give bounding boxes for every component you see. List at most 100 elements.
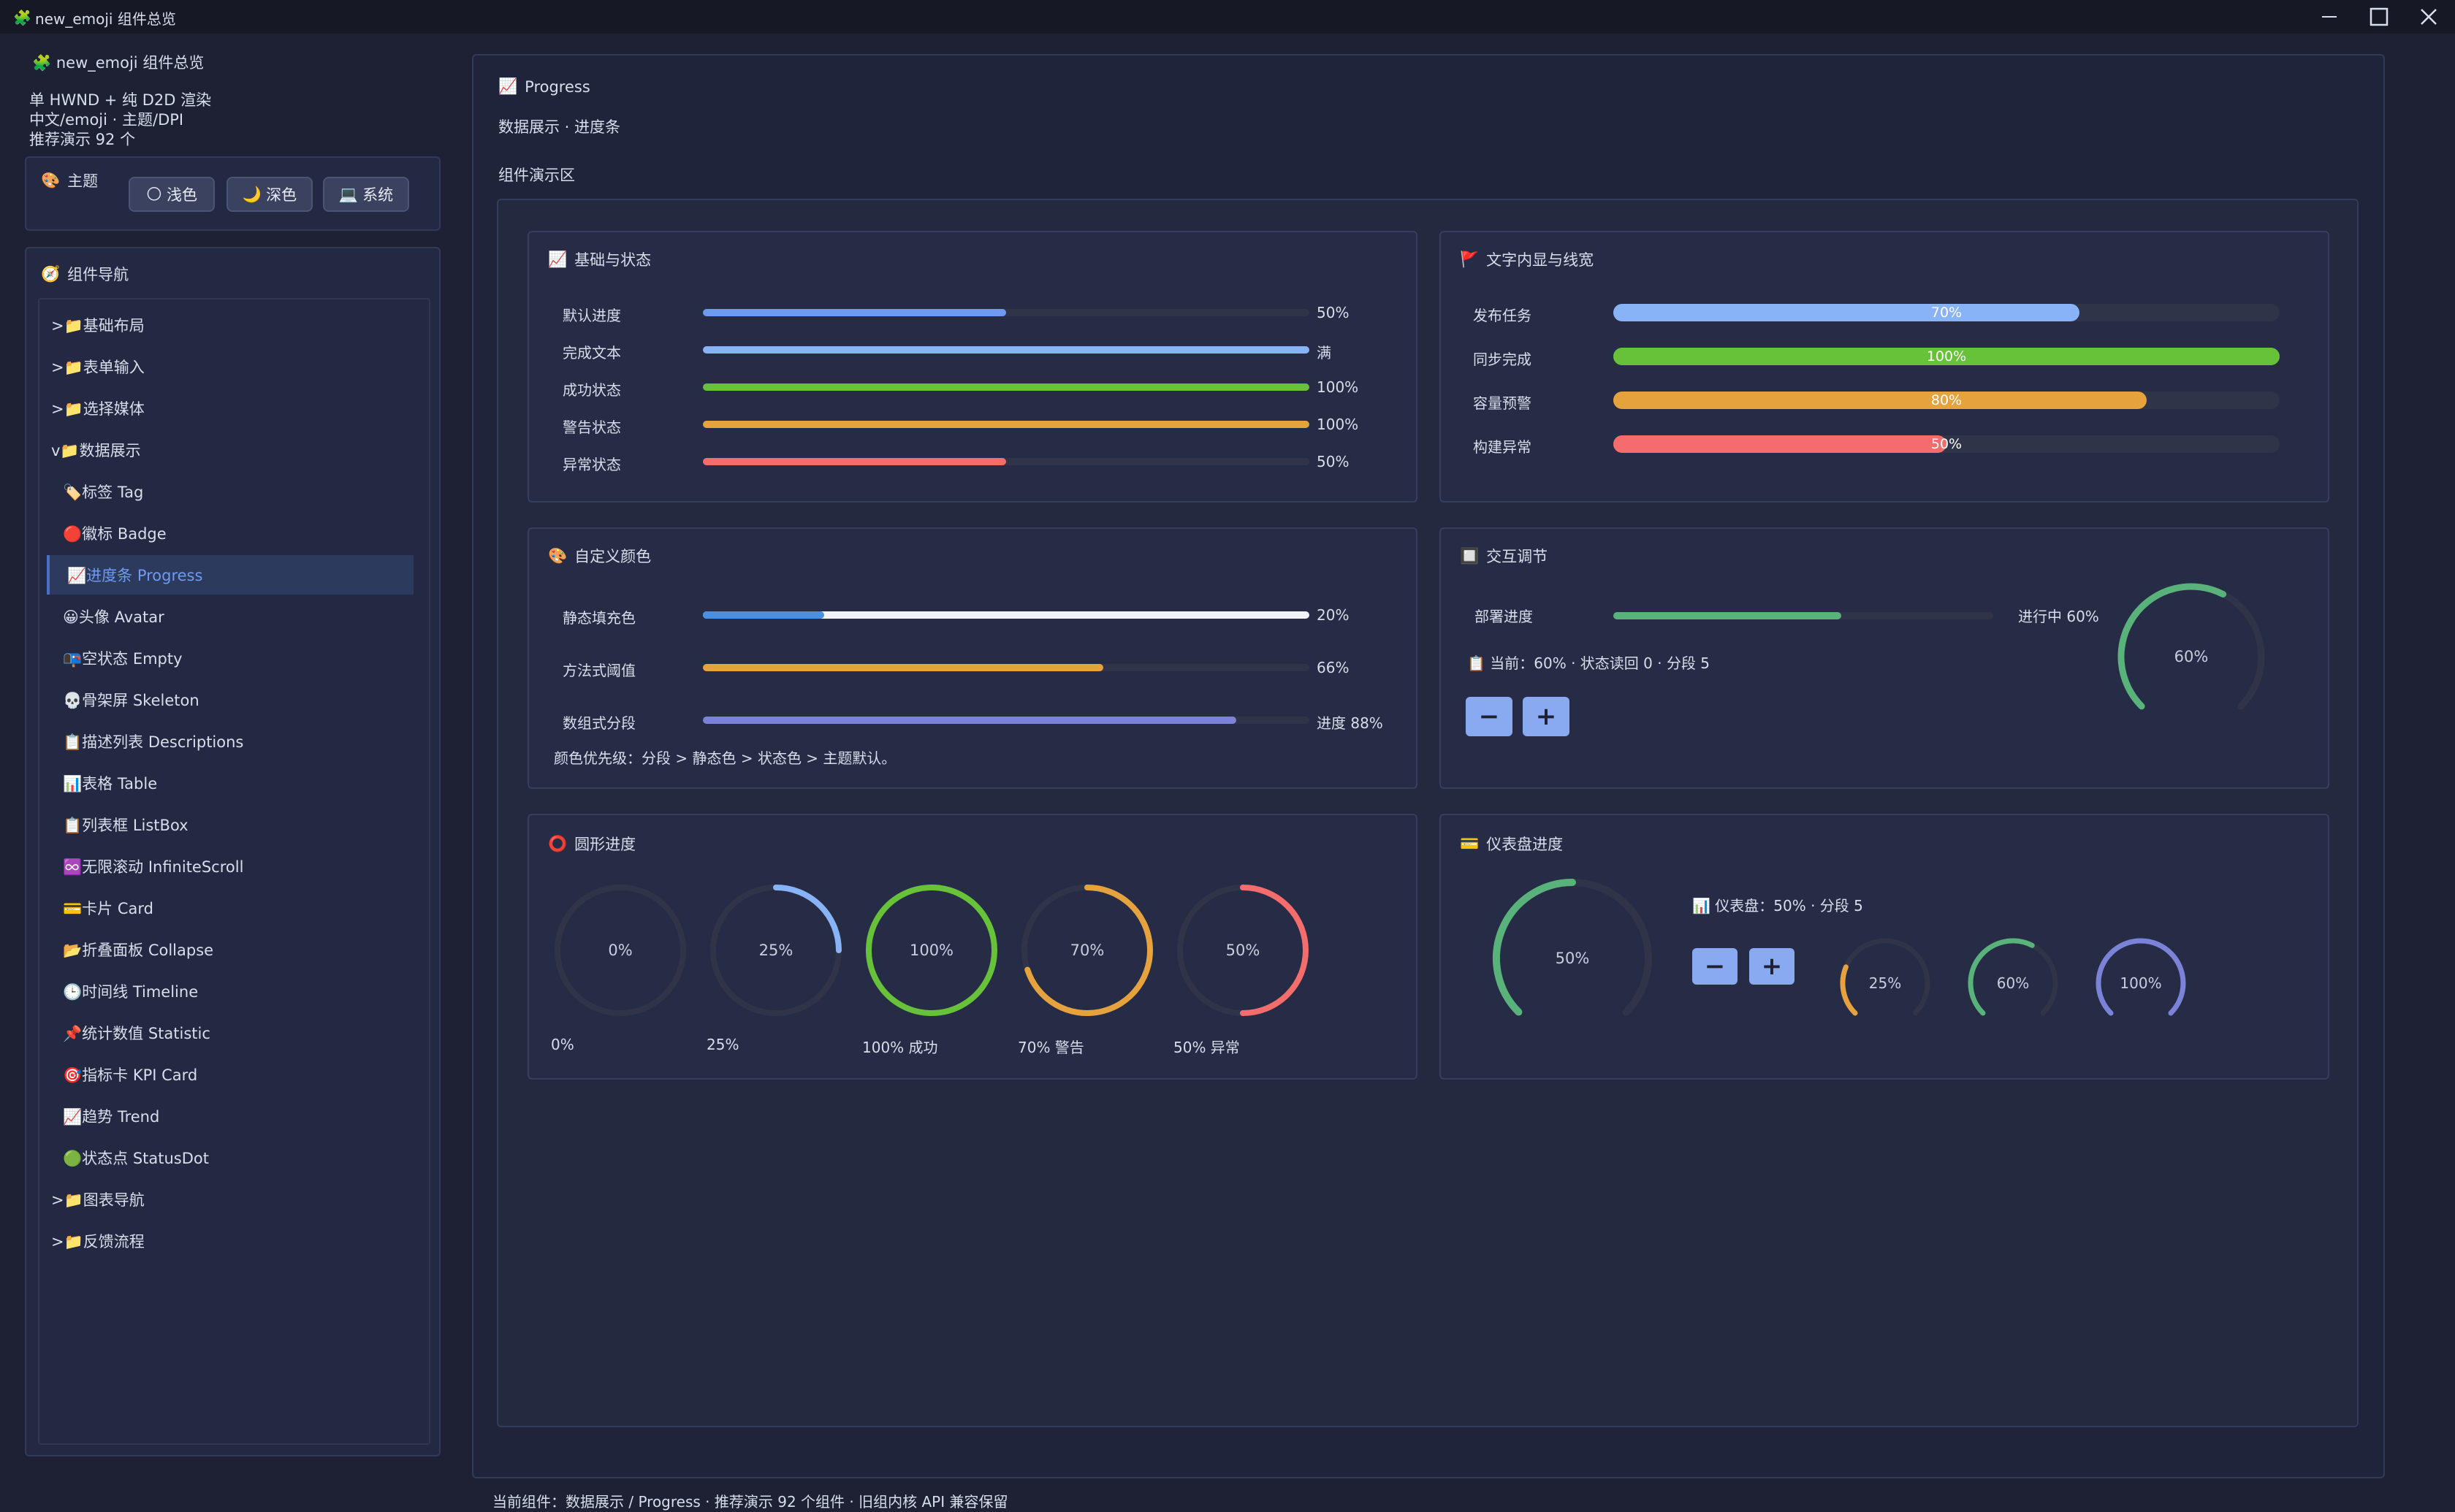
nav-item[interactable]: ♾️无限滚动 InfiniteScroll — [63, 858, 244, 876]
ring-fill — [1840, 964, 1858, 1016]
nav-item[interactable]: 💳卡片 Card — [63, 900, 153, 917]
progress-label: 发布任务 — [1473, 307, 1531, 324]
progress-value: 进度 88% — [1317, 714, 1383, 732]
theme-system-button[interactable]: 💻 系统 — [323, 177, 409, 212]
progress-fill — [1613, 435, 1946, 453]
ring-fill — [866, 885, 997, 1016]
ring-text: 50% — [1556, 950, 1590, 967]
circle-progress: 0% — [555, 885, 686, 1016]
ring-text: 100% — [910, 942, 954, 959]
nav-item[interactable]: 📌统计数值 Statistic — [63, 1025, 210, 1042]
progress-value: 100% — [1317, 416, 1359, 433]
info-line: 推荐演示 92 个 — [29, 131, 136, 148]
increase-button[interactable]: + — [1523, 697, 1569, 736]
progress-inner-text: 100% — [1926, 348, 1967, 364]
nav-item[interactable]: 📊表格 Table — [63, 775, 158, 793]
circle-icon: ⭕ — [548, 834, 568, 852]
card-inner-text: 🚩 文字内显与线宽 发布任务 70% 同步完成 100% 容量预警 80% 构建异常 50% — [1439, 231, 2329, 503]
progress-label: 方法式阈值 — [563, 662, 636, 679]
deploy-label: 部署进度 — [1474, 608, 1533, 625]
theme-label: 🎨 主题 — [41, 171, 99, 191]
dashboard-increase-button[interactable]: + — [1749, 948, 1794, 985]
nav-item[interactable]: v📁数据展示 — [51, 442, 141, 459]
progress-fill — [703, 611, 824, 619]
progress-track — [703, 383, 1309, 391]
window-title: new_emoji 组件总览 — [35, 10, 176, 28]
theme-light-button[interactable]: 🌕 浅色 — [129, 177, 215, 212]
progress-track — [703, 611, 1309, 619]
card-basic: 📈 基础与状态 默认进度 50% 完成文本 满成功状态 100% 警告状态 100% 异常状态 5… — [528, 231, 1417, 503]
nav-item[interactable]: >📁图表导航 — [51, 1191, 145, 1209]
nav-item[interactable]: 🏷️标签 Tag — [63, 484, 144, 501]
ring-fill — [1240, 885, 1309, 1016]
nav-item[interactable]: 📈趋势 Trend — [63, 1108, 160, 1126]
theme-dark-button[interactable]: 🌙 深色 — [227, 177, 313, 212]
chart-up-icon: 📈 — [548, 250, 568, 268]
card-circle: ⭕ 圆形进度 0% 0% 25% 25% 100% 100% 成功 70% 70% 警告 50% 5… — [528, 814, 1417, 1080]
progress-fill — [1613, 304, 2080, 321]
ring-text: 25% — [759, 942, 793, 959]
dashboard-decrease-button[interactable]: − — [1692, 948, 1737, 985]
ring-fill — [1024, 885, 1153, 1016]
sidebar-app-title: 🧩 new_emoji 组件总览 — [32, 54, 205, 72]
progress-fill — [1613, 348, 2280, 365]
dashboard-main-ring: 50% — [1493, 879, 1652, 1016]
nav-item[interactable]: >📁反馈流程 — [51, 1233, 145, 1251]
nav-item[interactable]: 📭空状态 Empty — [63, 650, 183, 668]
nav-item[interactable]: >📁基础布局 — [51, 317, 145, 335]
dashboard-info: 📊 仪表盘：50% · 分段 5 — [1692, 897, 1863, 915]
theme-panel: 🎨 主题 🌕 浅色 🌙 深色 💻 系统 — [25, 156, 441, 231]
nav-item[interactable]: >📁选择媒体 — [51, 400, 145, 418]
progress-fill — [703, 664, 1103, 671]
ring-fill — [2096, 938, 2186, 1016]
page-subtitle: 数据展示 · 进度条 — [498, 118, 621, 136]
close-button[interactable] — [2404, 0, 2454, 34]
status-bar: 当前组件：数据展示 / Progress · 推荐演示 92 个组件 · 旧组内… — [492, 1493, 1008, 1511]
nav-item[interactable]: 😀头像 Avatar — [63, 608, 164, 626]
progress-fill — [703, 717, 1237, 724]
circle-caption: 25% — [707, 1036, 739, 1053]
progress-value: 满 — [1317, 344, 1331, 362]
minimize-button[interactable] — [2304, 0, 2354, 34]
nav-item[interactable]: 🔴徽标 Badge — [63, 525, 167, 543]
laptop-icon: 💻 — [338, 185, 359, 203]
ring-text: 70% — [1070, 942, 1105, 959]
nav-item[interactable]: 📋列表框 ListBox — [63, 817, 189, 834]
grid-icon: 🔲 — [1460, 546, 1480, 565]
page-title: 📈 Progress — [498, 77, 590, 96]
progress-label: 完成文本 — [563, 344, 621, 362]
demo-area-label: 组件演示区 — [498, 167, 575, 184]
progress-label: 容量预警 — [1473, 394, 1531, 412]
nav-item[interactable]: 📋描述列表 Descriptions — [63, 733, 244, 751]
progress-label: 异常状态 — [563, 456, 621, 473]
card-interactive-title: 🔲 交互调节 — [1460, 546, 1548, 566]
ring-text: 50% — [1226, 942, 1260, 959]
progress-fill — [703, 383, 1309, 391]
nav-item[interactable]: 🕒时间线 Timeline — [63, 983, 199, 1001]
sun-icon: 🌕 — [146, 186, 162, 203]
info-line: 单 HWND + 纯 D2D 渲染 — [29, 91, 212, 109]
nav-item[interactable]: >📁表单输入 — [51, 359, 145, 376]
progress-track — [703, 346, 1309, 354]
nav-item[interactable]: 📈进度条 Progress — [47, 555, 414, 595]
ring-text: 60% — [2174, 648, 2209, 665]
nav-item[interactable]: 🟢状态点 StatusDot — [63, 1150, 209, 1167]
nav-item[interactable]: 🎯指标卡 KPI Card — [63, 1066, 198, 1084]
progress-label: 静态填充色 — [563, 609, 636, 627]
progress-fill — [703, 309, 1006, 316]
decrease-button[interactable]: − — [1466, 697, 1512, 736]
app-icon: 🧩 — [13, 9, 31, 26]
maximize-button[interactable] — [2354, 0, 2404, 34]
circle-progress: 50% — [1177, 885, 1309, 1016]
ring-text: 100% — [2120, 974, 2161, 992]
nav-item[interactable]: 📂折叠面板 Collapse — [63, 942, 214, 959]
nav-tree — [38, 298, 430, 1445]
progress-inner-text: 70% — [1930, 305, 1963, 321]
progress-inner-text: 80% — [1930, 392, 1963, 408]
progress-track: 50% — [1613, 435, 2280, 453]
circle-progress: 25% — [710, 885, 842, 1016]
nav-item[interactable]: 💀骨架屏 Skeleton — [63, 692, 199, 709]
circle-progress: 70% — [1021, 885, 1153, 1016]
progress-track: 70% — [1613, 304, 2280, 321]
dashboard-small-ring: 25% — [1840, 938, 1930, 1016]
